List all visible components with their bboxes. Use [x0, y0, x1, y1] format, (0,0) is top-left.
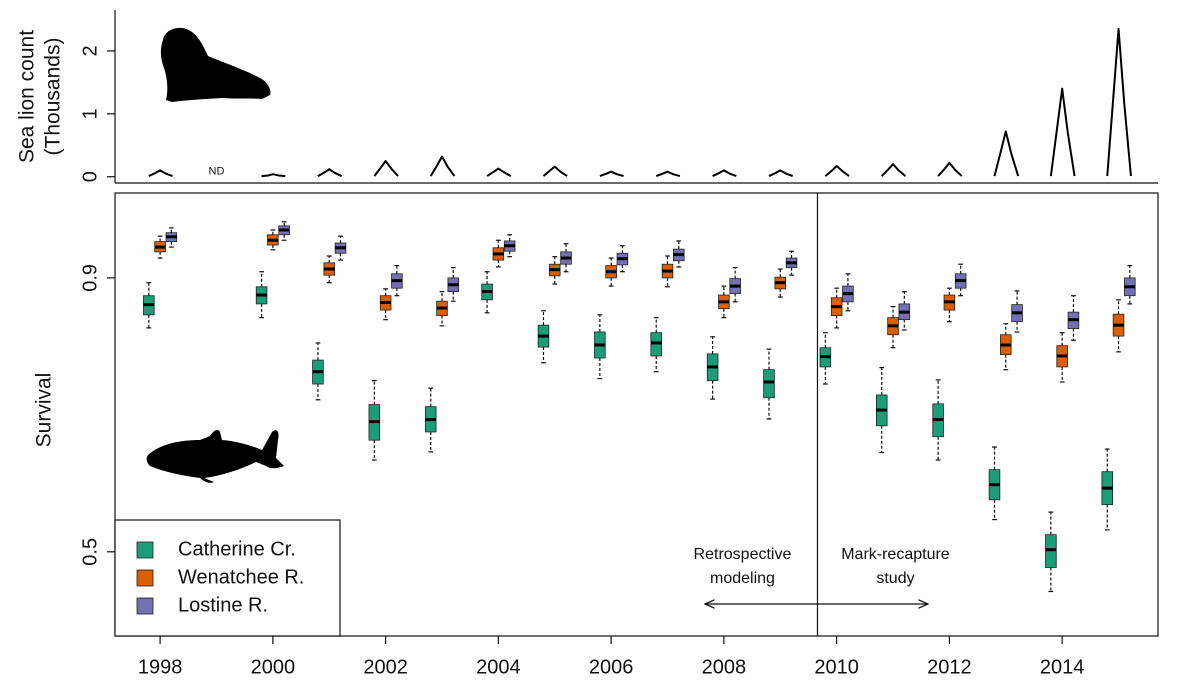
legend-swatch: [136, 541, 154, 559]
x-tick-label: 2008: [702, 656, 747, 678]
legend-label: Catherine Cr.: [178, 538, 296, 560]
x-tick-label: 2000: [251, 656, 296, 678]
plot-frame: [114, 192, 1159, 637]
x-tick-label: 2012: [927, 656, 972, 678]
x-tick-label: 2006: [589, 656, 634, 678]
annotation: modeling: [710, 570, 775, 587]
y-axis-title: (Thousands): [42, 38, 65, 156]
x-tick-label: 2010: [814, 656, 859, 678]
annotation: Retrospective: [694, 546, 792, 563]
annotation: study: [876, 570, 914, 587]
x-tick-label: 2014: [1040, 656, 1085, 678]
y-tick-label: 0.9: [79, 264, 101, 292]
y-axis-title: Survival: [33, 373, 56, 448]
fish-icon: [146, 429, 284, 483]
x-tick-label: 2002: [363, 656, 408, 678]
y-tick-label: 2: [79, 45, 101, 56]
y-tick-label: 0: [79, 171, 101, 182]
legend-swatch: [136, 569, 154, 587]
legend-label: Lostine R.: [178, 594, 268, 616]
y-axis-title: Sea lion count: [16, 30, 39, 163]
x-tick-label: 2004: [476, 656, 521, 678]
sea-lion-icon: [160, 27, 271, 102]
y-tick-label: 0.5: [79, 538, 101, 566]
count-line: [148, 27, 1132, 178]
box: [763, 369, 775, 399]
x-tick-label: 1998: [138, 656, 183, 678]
y-tick-label: 1: [79, 108, 101, 119]
annotation: Mark-recapture: [841, 546, 950, 563]
legend-label: Wenatchee R.: [178, 566, 304, 588]
missing-label: ND: [209, 166, 225, 178]
legend-swatch: [136, 597, 154, 615]
